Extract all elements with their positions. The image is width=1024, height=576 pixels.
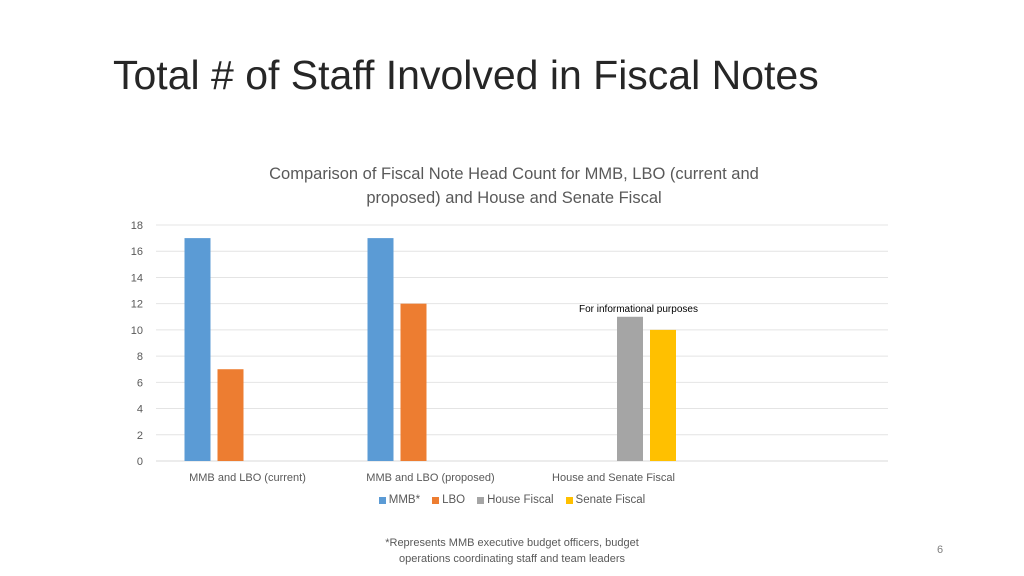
- legend-item: Senate Fiscal: [565, 494, 646, 506]
- legend-swatch: [565, 496, 573, 504]
- legend-swatch: [477, 496, 485, 504]
- legend-item: MMB*: [378, 494, 421, 506]
- bar: [650, 329, 676, 461]
- y-tick-label: 18: [131, 220, 143, 232]
- legend-label: MMB*: [388, 494, 421, 506]
- y-tick-label: 8: [137, 351, 143, 363]
- y-tick-label: 6: [137, 377, 143, 389]
- bar: [400, 303, 427, 461]
- footnote-line-2: operations coordinating staff and team l…: [398, 553, 626, 565]
- legend-item: LBO: [432, 494, 465, 506]
- legend-swatch: [378, 496, 386, 504]
- legend-label: Senate Fiscal: [575, 494, 646, 506]
- footnote: *Represents MMB executive budget officer…: [362, 535, 662, 567]
- bar: [217, 369, 244, 461]
- x-tick-label: House and Senate Fiscal: [552, 472, 675, 484]
- chart-legend: MMB* LBO House Fiscal Senate Fiscal: [0, 494, 1024, 506]
- x-tick-label: MMB and LBO (proposed): [366, 472, 494, 484]
- chart-title-line-1: Comparison of Fiscal Note Head Count for…: [269, 165, 759, 183]
- y-tick-label: 10: [131, 325, 143, 337]
- legend-item: House Fiscal: [477, 494, 554, 506]
- slide-title: Total # of Staff Involved in Fiscal Note…: [113, 52, 819, 98]
- y-tick-label: 16: [131, 246, 143, 258]
- legend-label: House Fiscal: [487, 494, 554, 506]
- y-tick-label: 2: [137, 430, 143, 442]
- legend-swatch: [432, 496, 440, 504]
- chart-annotation: For informational purposes: [579, 304, 698, 315]
- y-tick-label: 0: [137, 456, 143, 468]
- footnote-line-1: *Represents MMB executive budget officer…: [385, 537, 639, 549]
- chart-title: Comparison of Fiscal Note Head Count for…: [204, 162, 824, 210]
- chart-title-line-2: proposed) and House and Senate Fiscal: [366, 189, 662, 207]
- bar: [617, 316, 643, 461]
- x-tick-label: MMB and LBO (current): [189, 472, 306, 484]
- bar: [367, 238, 394, 461]
- y-tick-label: 12: [131, 299, 143, 311]
- bar: [184, 238, 211, 461]
- y-tick-label: 4: [137, 404, 143, 416]
- legend-label: LBO: [442, 494, 466, 506]
- page-number: 6: [937, 544, 944, 556]
- y-tick-label: 14: [131, 272, 143, 284]
